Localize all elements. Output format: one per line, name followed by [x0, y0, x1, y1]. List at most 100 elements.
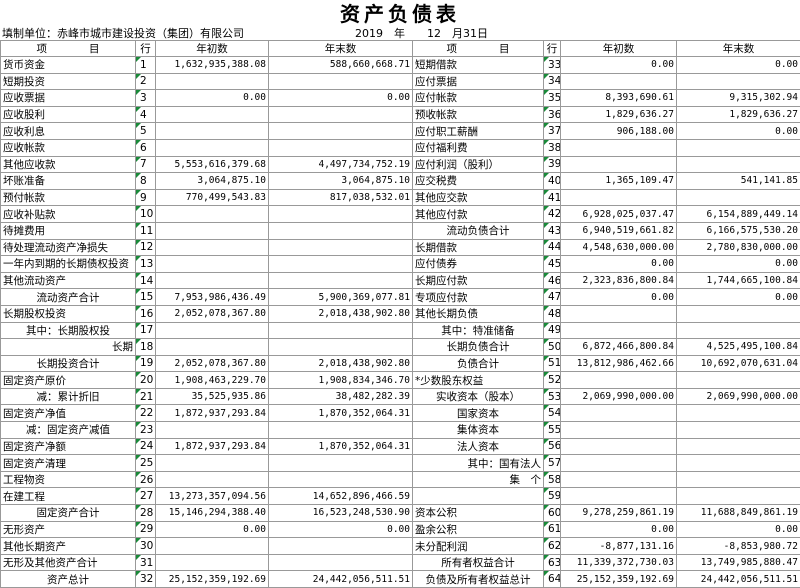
ending-value	[268, 470, 413, 489]
row-number: 64	[543, 570, 561, 588]
ending-value: 3,064,875.10	[268, 172, 413, 190]
beginning-value: 0.00	[560, 255, 677, 273]
row-number: 38	[543, 138, 561, 157]
table-row: 待摊费用 11 流动负债合计 43 6,940,519,661.82 6,166,575,…	[0, 221, 800, 240]
beginning-value	[155, 72, 269, 91]
beginning-value: 4,548,630,000.00	[560, 238, 677, 257]
beginning-value: 0.00	[155, 89, 269, 107]
beginning-value: 9,278,259,861.19	[560, 504, 677, 522]
beginning-value: 1,908,463,229.70	[155, 371, 269, 389]
ending-value	[676, 421, 800, 439]
table-row: 预付帐款 9 770,499,543.83 817,038,532.01 其他应交款 41	[0, 188, 800, 207]
item-label: 预收帐款	[412, 105, 544, 124]
beginning-value: 2,052,078,367.80	[155, 354, 269, 373]
ending-value	[268, 221, 413, 240]
beginning-value	[155, 537, 269, 555]
ending-value: 5,900,369,077.81	[268, 288, 413, 306]
item-label: 坏账准备	[0, 172, 136, 190]
item-label: 集 个	[412, 470, 544, 489]
table-row: 其中：长期股权投 17 其中：特准储备 49	[0, 321, 800, 340]
item-label: 负债合计	[412, 354, 544, 373]
beginning-value	[560, 304, 677, 323]
item-label: 一年内到期的长期债权投资	[0, 255, 136, 273]
header-row: 项 目行年初数 年末数项 目行年初数 年末数	[0, 40, 800, 57]
title: 资产负债表	[340, 2, 460, 26]
item-label: 未分配利润	[412, 537, 544, 555]
row-number: 16	[135, 304, 156, 323]
ending-value: 588,660,668.71	[268, 56, 413, 74]
beginning-value: 13,812,986,462.66	[560, 354, 677, 373]
row-number: 17	[135, 321, 156, 340]
item-label: 长期股权投资	[0, 304, 136, 323]
beginning-value: 25,152,359,192.69	[155, 570, 269, 588]
beginning-value: 1,632,935,388.08	[155, 56, 269, 74]
beginning-value	[560, 321, 677, 340]
ending-value	[268, 105, 413, 124]
item-label: 其他长期负债	[412, 304, 544, 323]
beginning-value	[155, 138, 269, 157]
ending-value: 2,069,990,000.00	[676, 387, 800, 406]
ending-value: 541,141.85	[676, 172, 800, 190]
table-row: 工程物资 26 集 个 58	[0, 470, 800, 489]
beginning-value: 6,928,025,037.47	[560, 205, 677, 223]
ending-value	[268, 421, 413, 439]
row-number: 25	[135, 454, 156, 472]
row-number: 37	[543, 122, 561, 140]
ending-value	[268, 138, 413, 157]
row-number: 14	[135, 271, 156, 290]
item-label: *少数股东权益	[412, 371, 544, 389]
ending-value: 0.00	[268, 89, 413, 107]
column-header: 行	[135, 40, 156, 57]
ending-value	[268, 321, 413, 340]
ending-value	[676, 188, 800, 207]
ending-value	[676, 304, 800, 323]
beginning-value	[155, 122, 269, 140]
column-header: 项 目	[412, 40, 544, 57]
row-number: 36	[543, 105, 561, 124]
row-number: 41	[543, 188, 561, 207]
beginning-value	[155, 470, 269, 489]
table-row: 短期投资 2 应付票据 34	[0, 72, 800, 91]
ending-value: 1,870,352,064.31	[268, 404, 413, 423]
table-row: 减：累计折旧 21 35,525,935.86 38,482,282.39 实收资本（股…	[0, 387, 800, 406]
beginning-value	[155, 238, 269, 257]
table-row: 其他流动资产 14 长期应付款 46 2,323,836,800.84 1,744,665…	[0, 271, 800, 290]
item-label: 其他应交款	[412, 188, 544, 207]
item-label: 固定资产清理	[0, 454, 136, 472]
item-label: 应收帐款	[0, 138, 136, 157]
row-number: 24	[135, 437, 156, 456]
item-label: 在建工程	[0, 487, 136, 506]
item-label: 实收资本（股本）	[412, 387, 544, 406]
row-number: 49	[543, 321, 561, 340]
ending-value: 0.00	[268, 520, 413, 539]
item-label: 应付债券	[412, 255, 544, 273]
beginning-value: 1,365,109.47	[560, 172, 677, 190]
row-number: 27	[135, 487, 156, 506]
beginning-value: 770,499,543.83	[155, 188, 269, 207]
table-row: 长期 18 长期负债合计 50 6,872,466,800.84 4,525,495,10…	[0, 338, 800, 356]
row-number: 50	[543, 338, 561, 356]
row-number: 42	[543, 205, 561, 223]
beginning-value	[560, 437, 677, 456]
ending-value: 1,829,636.27	[676, 105, 800, 124]
beginning-value	[560, 188, 677, 207]
row-number: 62	[543, 537, 561, 555]
ending-value: 13,749,985,880.47	[676, 553, 800, 572]
beginning-value: 0.00	[560, 56, 677, 74]
ending-value	[676, 138, 800, 157]
item-label: 长期借款	[412, 238, 544, 257]
beginning-value: 7,953,986,436.49	[155, 288, 269, 306]
row-number: 56	[543, 437, 561, 456]
row-number: 52	[543, 371, 561, 389]
item-label: 所有者权益合计	[412, 553, 544, 572]
table-row: 长期股权投资 16 2,052,078,367.80 2,018,438,902.80…	[0, 304, 800, 323]
item-label: 长期投资合计	[0, 354, 136, 373]
row-number: 35	[543, 89, 561, 107]
row-number: 34	[543, 72, 561, 91]
beginning-value	[560, 72, 677, 91]
beginning-value	[155, 421, 269, 439]
beginning-value	[560, 421, 677, 439]
balance-table: 项 目行年初数 年末数项 目行年初数 年末数 货币资金 1 1,632,935,388.…	[0, 40, 800, 588]
item-label: 待摊费用	[0, 221, 136, 240]
ending-value: 11,688,849,861.19	[676, 504, 800, 522]
